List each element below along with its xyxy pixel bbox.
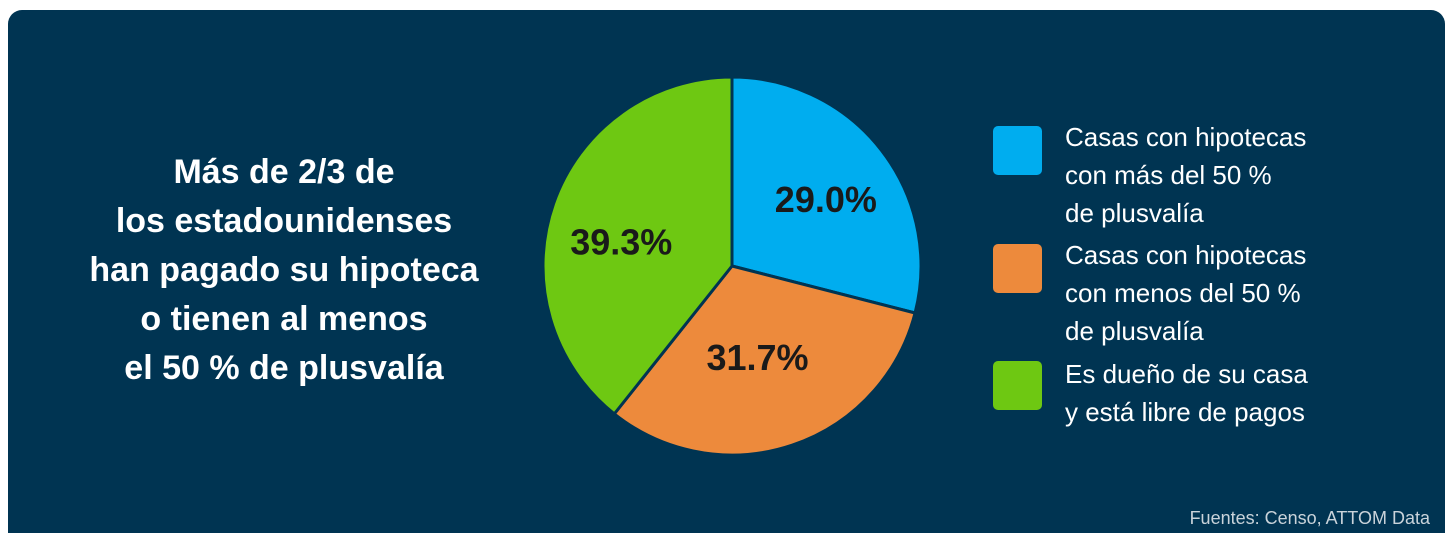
- legend-swatch-blue: [993, 126, 1042, 175]
- slice-label-less-equity: 31.7%: [706, 337, 808, 378]
- headline: Más de 2/3 de los estadounidenses han pa…: [89, 153, 479, 387]
- legend-swatch-orange: [993, 244, 1042, 293]
- slice-label-owned-free: 39.3%: [570, 222, 672, 263]
- legend-label: Es dueño de su casa y está libre de pago…: [1065, 359, 1308, 427]
- source-note: Fuentes: Censo, ATTOM Data: [1189, 508, 1430, 528]
- legend-label: Casas con hipotecas con menos del 50 % d…: [1065, 240, 1307, 346]
- slice-owned-free: [541, 75, 734, 416]
- legend-label: Casas con hipotecas con más del 50 % de …: [1065, 122, 1307, 228]
- slice-more-equity: [730, 75, 923, 315]
- slice-label-more-equity: 29.0%: [775, 179, 877, 220]
- legend-swatch-green: [993, 361, 1042, 410]
- slice-less-equity: [612, 264, 917, 457]
